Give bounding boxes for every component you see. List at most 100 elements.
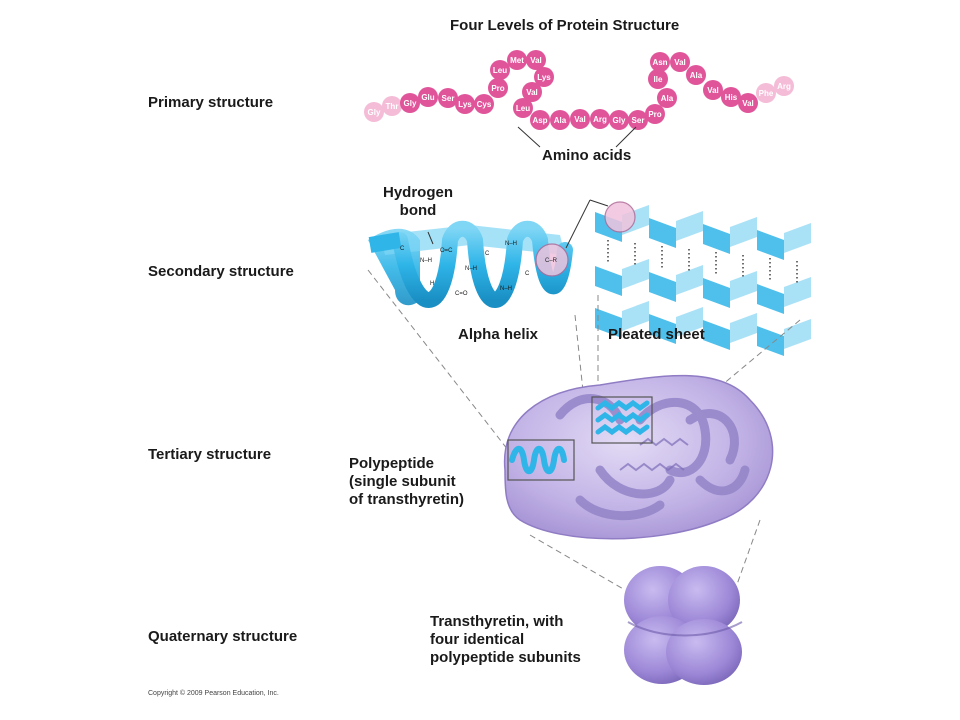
sheet-ribbon-segment bbox=[784, 223, 811, 253]
amino-acid-bead bbox=[522, 82, 542, 102]
sheet-ribbon-segment bbox=[622, 301, 649, 331]
amino-acid-name: Lys bbox=[458, 100, 472, 109]
amino-acid-bead bbox=[438, 88, 458, 108]
sheet-ribbon-segment bbox=[757, 284, 784, 314]
copyright-notice: Copyright © 2009 Pearson Education, Inc. bbox=[148, 690, 279, 697]
amino-acid-bead bbox=[534, 67, 554, 87]
sheet-ribbon-segment bbox=[730, 271, 757, 301]
svg-text:C: C bbox=[400, 246, 405, 252]
tertiary-structure-label: Tertiary structure bbox=[148, 446, 272, 463]
sheet-ribbon-segment bbox=[622, 259, 649, 289]
amino-acid-bead bbox=[657, 88, 677, 108]
alpha-helix-label: Alpha helix bbox=[458, 326, 539, 343]
sheet-ribbon-segment bbox=[757, 326, 784, 356]
sheet-ribbon-segment bbox=[730, 313, 757, 343]
polypeptide-label: Polypeptide (single subunit of transthyr… bbox=[349, 455, 465, 508]
sheet-ribbon-segment bbox=[649, 314, 676, 344]
sheet-ribbon-segment bbox=[649, 218, 676, 248]
sheet-ribbon-segment bbox=[757, 230, 784, 260]
amino-acid-bead bbox=[400, 93, 420, 113]
amino-acid-name: Ser bbox=[442, 94, 455, 103]
svg-text:O=C: O=C bbox=[440, 248, 453, 254]
amino-acid-name: Arg bbox=[593, 115, 607, 124]
amino-acid-name: Val bbox=[530, 56, 542, 65]
amino-acid-bead bbox=[364, 102, 384, 122]
pleated-sheet-label: Pleated sheet bbox=[608, 326, 705, 343]
sheet-ribbon-segment bbox=[676, 307, 703, 337]
amino-acid-name: Asp bbox=[532, 116, 547, 125]
amino-acid-name: Cys bbox=[477, 100, 492, 109]
amino-acids-pointer bbox=[517, 126, 637, 148]
amino-acid-name: Pro bbox=[648, 110, 661, 119]
amino-acid-bead bbox=[628, 110, 648, 130]
amino-acid-highlight bbox=[604, 201, 636, 233]
quaternary-structure-label: Quaternary structure bbox=[148, 628, 298, 645]
sheet-ribbon-segment bbox=[676, 265, 703, 295]
amino-acid-name: Pro bbox=[491, 84, 504, 93]
amino-acid-bead bbox=[609, 110, 629, 130]
amino-acid-bead bbox=[721, 87, 741, 107]
amino-acid-name: Gly bbox=[368, 108, 381, 117]
sheet-ribbon-segment bbox=[730, 217, 757, 247]
tertiary-protein bbox=[503, 374, 774, 540]
amino-acid-bead bbox=[650, 52, 670, 72]
sheet-ribbon-segment bbox=[784, 277, 811, 307]
svg-text:N–H: N–H bbox=[420, 258, 432, 264]
svg-text:C: C bbox=[525, 271, 530, 277]
sheet-ribbon-segment bbox=[784, 319, 811, 349]
svg-text:N–H: N–H bbox=[505, 241, 517, 247]
amino-acid-name: Ala bbox=[661, 94, 674, 103]
amino-acids-label: Amino acids bbox=[542, 147, 632, 164]
amino-acid-bead bbox=[670, 52, 690, 72]
amino-acid-bead bbox=[645, 104, 665, 124]
amino-acid-bead bbox=[686, 65, 706, 85]
amino-acid-name: His bbox=[725, 93, 738, 102]
svg-text:C: C bbox=[485, 251, 490, 257]
amino-acid-name: Lys bbox=[537, 73, 551, 82]
amino-acid-name: Val bbox=[526, 88, 538, 97]
amino-acid-bead bbox=[756, 83, 776, 103]
svg-text:C–R: C–R bbox=[545, 258, 558, 264]
hydrogen-bond-pointer bbox=[427, 231, 434, 245]
amino-acid-bead bbox=[590, 109, 610, 129]
amino-acid-bead bbox=[526, 50, 546, 70]
primary-structure-label: Primary structure bbox=[148, 94, 274, 111]
amino-acid-name: Leu bbox=[493, 66, 507, 75]
svg-text:N–H: N–H bbox=[465, 266, 477, 272]
svg-text:N–H: N–H bbox=[500, 286, 512, 292]
amino-acid-bead bbox=[490, 60, 510, 80]
amino-acid-bead bbox=[703, 80, 723, 100]
sheet-ribbon-segment bbox=[703, 278, 730, 308]
amino-acid-name: Thr bbox=[386, 102, 399, 111]
amino-acid-bead bbox=[648, 69, 668, 89]
alpha-helix: C N–H O=C N–H C N–H H C=O N–H C C–R bbox=[368, 220, 573, 308]
pleated-sheet bbox=[595, 205, 811, 356]
amino-acid-bead bbox=[455, 94, 475, 114]
sheet-ribbon-segment bbox=[649, 272, 676, 302]
amino-acid-bead bbox=[418, 87, 438, 107]
amino-acid-bead bbox=[738, 93, 758, 113]
amino-acid-bead bbox=[530, 110, 550, 130]
amino-acid-name: Val bbox=[574, 115, 586, 124]
amino-acid-name: Val bbox=[742, 99, 754, 108]
diagram-title: Four Levels of Protein Structure bbox=[450, 17, 680, 34]
amino-acid-name: Asn bbox=[652, 58, 667, 67]
amino-acid-name: Val bbox=[674, 58, 686, 67]
sheet-ribbon-segment bbox=[595, 308, 622, 338]
amino-acid-name: Ile bbox=[654, 75, 663, 84]
amino-acid-name: Phe bbox=[759, 89, 774, 98]
amino-acid-bead bbox=[550, 110, 570, 130]
transthyretin-label: Transthyretin, with four identical polyp… bbox=[430, 613, 581, 666]
amino-acid-bead bbox=[774, 76, 794, 96]
amino-acid-name: Met bbox=[510, 56, 524, 65]
amino-acid-name: Leu bbox=[516, 104, 530, 113]
amino-acid-name: Glu bbox=[421, 93, 434, 102]
amino-acid-name: Arg bbox=[777, 82, 791, 91]
amino-acid-bead bbox=[507, 50, 527, 70]
amino-acid-name: Val bbox=[707, 86, 719, 95]
sheet-ribbon-segment bbox=[703, 320, 730, 350]
sheet-ribbon-segment bbox=[703, 224, 730, 254]
hydrogen-bond-label: Hydrogen bond bbox=[382, 184, 453, 219]
